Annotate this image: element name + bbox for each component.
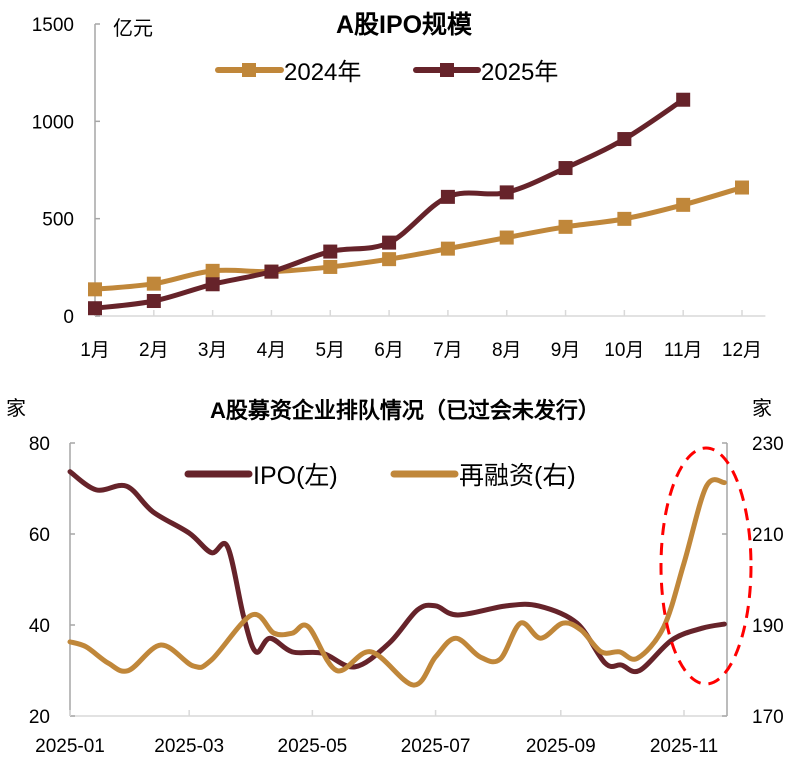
data-point-2024年: [323, 259, 338, 274]
legend-2024-label: 2024年: [284, 59, 361, 86]
top-x-tick-label: 3月: [198, 340, 228, 361]
series-line-再融资(右): [67, 477, 727, 688]
highlight-ellipse: [659, 446, 753, 686]
top-x-tick-label: 1月: [80, 340, 110, 361]
legend-2025-marker: [440, 63, 454, 77]
top-x-tick-label: 12月: [722, 340, 762, 361]
top-x-tick-label: 10月: [604, 340, 644, 361]
data-point-2024年: [676, 197, 691, 212]
data-point-2025年: [88, 301, 102, 316]
top-y-tick-label: 1500: [32, 15, 74, 36]
bottom-x-tick-label: 2025-05: [278, 736, 348, 757]
data-point-2024年: [88, 282, 102, 297]
top-x-tick-label: 2月: [139, 340, 169, 361]
bottom-x-tick-label: 2025-03: [154, 736, 224, 757]
bottom-x-tick-label: 2025-01: [35, 736, 105, 757]
data-point-2025年: [264, 264, 279, 279]
data-point-2024年: [499, 230, 514, 245]
bottom-legend: IPO(左) 再融资(右): [184, 462, 576, 490]
bottom-x-tick-label: 2025-07: [401, 736, 471, 757]
data-point-2025年: [499, 185, 514, 200]
top-x-tick-label: 11月: [664, 340, 703, 361]
left-y-tick-label: 40: [29, 616, 50, 637]
legend-2024-marker: [242, 63, 256, 77]
top-y-tick-label: 0: [63, 307, 74, 328]
data-point-2024年: [205, 263, 220, 278]
data-point-2024年: [617, 211, 632, 226]
data-point-2025年: [617, 132, 632, 147]
bottom-x-tick-label: 2025-09: [526, 736, 596, 757]
top-y-unit: 亿元: [113, 17, 153, 40]
legend-2025-label: 2025年: [481, 59, 558, 86]
top-x-tick-label: 5月: [315, 340, 345, 361]
bottom-right-unit: 家: [752, 397, 772, 420]
top-x-tick-label: 7月: [433, 340, 463, 361]
left-y-tick-label: 60: [29, 525, 50, 546]
right-y-tick-label: 190: [752, 616, 784, 637]
data-point-2024年: [735, 180, 749, 195]
series-line-2024年: [94, 185, 743, 292]
series-line-IPO(左): [67, 469, 727, 675]
data-point-2025年: [323, 244, 338, 259]
top-y-tick-label: 1000: [32, 112, 74, 133]
top-y-tick-label: 500: [42, 210, 74, 231]
left-y-tick-label: 80: [29, 434, 50, 455]
right-y-tick-label: 210: [752, 525, 784, 546]
top-chart-title: A股IPO规模: [336, 10, 473, 39]
data-point-2024年: [440, 241, 455, 256]
data-point-2025年: [146, 294, 161, 309]
data-point-2024年: [146, 276, 161, 291]
data-point-2024年: [558, 219, 573, 234]
data-point-2024年: [382, 252, 397, 267]
left-y-tick-label: 20: [29, 707, 50, 728]
top-x-tick-label: 6月: [374, 340, 404, 361]
bottom-left-unit: 家: [6, 397, 26, 420]
legend-refi-label: 再融资(右): [459, 462, 576, 490]
right-y-tick-label: 230: [752, 434, 784, 455]
top-x-tick-label: 8月: [492, 340, 522, 361]
top-legend: 2024年 2025年: [215, 59, 558, 86]
top-x-tick-label: 4月: [257, 340, 287, 361]
data-point-2025年: [205, 277, 220, 292]
right-y-tick-label: 170: [752, 707, 784, 728]
bottom-x-tick-label: 2025-11: [650, 736, 718, 757]
data-point-2025年: [382, 235, 397, 250]
data-point-2025年: [676, 92, 691, 107]
data-point-2025年: [558, 161, 573, 176]
top-x-tick-label: 9月: [551, 340, 581, 361]
data-point-2025年: [440, 189, 455, 204]
legend-ipo-label: IPO(左): [253, 462, 338, 490]
bottom-chart-title: A股募资企业排队情况（已过会未发行）: [210, 398, 600, 423]
